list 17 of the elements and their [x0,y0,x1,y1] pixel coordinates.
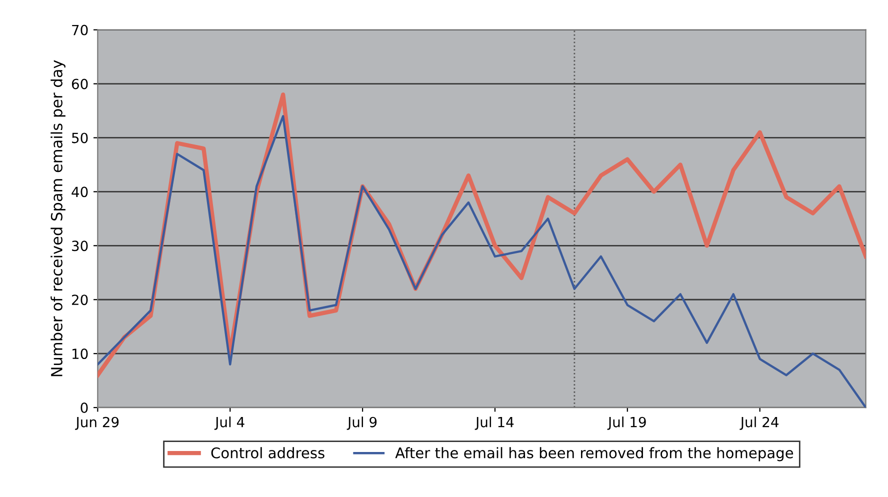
y-tick-label: 30 [72,240,88,252]
y-tick-label: 10 [72,348,88,360]
legend-label: After the email has been removed from the homepage [395,447,794,462]
y-tick-label: 40 [72,186,88,198]
x-tick-label: Jul 24 [740,416,778,430]
y-tick-label: 70 [72,24,88,36]
x-tick-label: Jul 9 [346,416,377,430]
legend-label: Control address [211,447,324,458]
x-tick-label: Jul 4 [214,416,244,430]
y-tick-label: 0 [80,402,88,414]
x-tick-label: Jul 14 [474,416,514,430]
y-axis-title: Number of received Spam emails per day [50,60,66,376]
x-tick-label: Jul 19 [607,416,646,430]
y-tick-label: 20 [72,294,88,306]
x-tick-label: Jun 29 [75,416,119,430]
y-tick-label: 60 [72,78,88,90]
y-tick-label: 50 [72,132,88,144]
